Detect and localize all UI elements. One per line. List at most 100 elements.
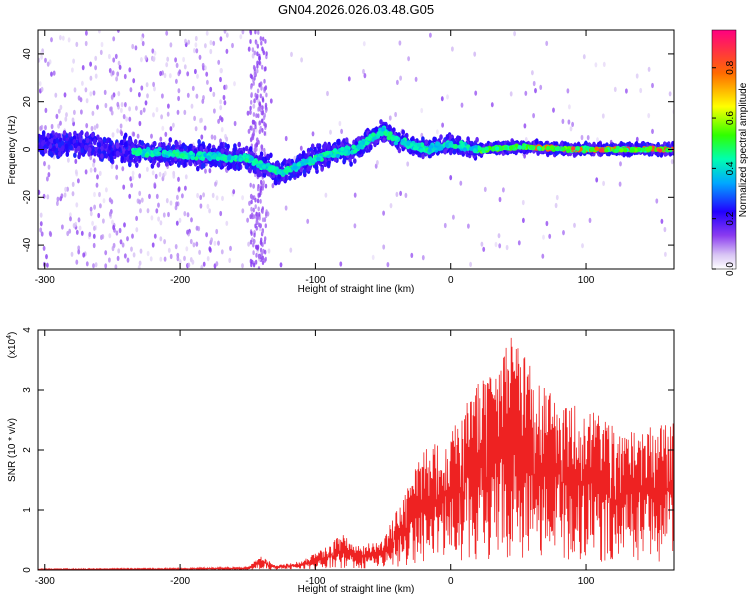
spectrogram-band-mark (254, 204, 257, 210)
spectrogram-band-mark (257, 222, 261, 228)
spectrogram-noise-mark (120, 107, 123, 113)
spectrogram-noise-mark (129, 176, 133, 182)
spectrogram-band-mark (252, 262, 256, 268)
spectrogram-core-mark (645, 147, 650, 152)
spectrogram-noise-mark (635, 73, 639, 79)
spectrogram-noise-mark (71, 117, 75, 123)
spectrogram-ridge-mark (514, 149, 518, 156)
spectrogram-noise-mark (84, 87, 88, 93)
spectrogram-noise-mark (217, 59, 221, 65)
spectrogram-ridge-mark (258, 155, 263, 161)
spectrogram-ridge-mark (68, 131, 72, 138)
spectrogram-noise-mark (473, 51, 477, 57)
spectrogram-noise-mark (183, 64, 187, 70)
spectrogram-ridge-mark (115, 142, 120, 148)
spectrogram-core-mark (665, 147, 670, 152)
spectrogram-ridge-mark (197, 139, 201, 145)
spectrogram-ridge-mark (196, 165, 200, 172)
spectrogram-ridge-mark (576, 141, 581, 148)
spectrogram-noise-mark (126, 257, 130, 263)
spectrogram-noise-mark (221, 195, 224, 201)
spectrogram-noise-mark (172, 173, 176, 179)
spectrogram-core-mark (382, 131, 388, 136)
spectrogram-noise-mark (166, 111, 170, 117)
spectrogram-band-mark (252, 242, 255, 248)
spectrogram-core-mark (200, 156, 205, 161)
spectrogram-noise-mark (602, 180, 605, 186)
spectrogram-band-mark (257, 30, 260, 35)
spectrogram-band-mark (261, 217, 265, 223)
spectrogram-noise-mark (619, 161, 622, 167)
spectrogram-noise-mark (247, 241, 251, 247)
spectrogram-noise-mark (39, 221, 43, 227)
spectrogram-noise-mark (152, 112, 155, 118)
spectrogram-ridge-mark (322, 144, 327, 150)
spectrogram-core-mark (135, 151, 141, 156)
spectrogram-noise-mark (161, 93, 164, 99)
spectrogram-noise-mark (460, 102, 464, 108)
spectrogram-noise-mark (85, 261, 89, 267)
spectrogram-noise-mark (128, 193, 132, 199)
spectrogram-ridge-mark (164, 161, 169, 167)
spectrogram-noise-mark (144, 55, 148, 61)
spectrogram-band-mark (256, 215, 259, 221)
spectrogram-noise-mark (189, 238, 193, 245)
spectrogram-noise-mark (64, 116, 68, 122)
spectrogram-ridge-mark (349, 161, 353, 167)
spectrogram-ridge-mark (177, 162, 181, 168)
spectrogram-noise-mark (326, 90, 329, 97)
spectrogram-core-mark (206, 155, 211, 160)
spectrogram-core-mark (585, 145, 590, 151)
spectrogram-ridge-mark (93, 138, 97, 144)
spectrogram-core-mark (460, 142, 465, 148)
spectrogram-noise-mark (117, 248, 121, 254)
spectrogram-noise-mark (75, 202, 79, 208)
spectrogram-noise-mark (61, 35, 65, 41)
spectrogram-ridge-mark (237, 141, 241, 148)
spectrogram-noise-mark (40, 86, 44, 92)
spectrogram-noise-mark (382, 244, 386, 250)
spectrogram-noise-mark (219, 99, 223, 105)
spectrogram-band-mark (256, 68, 259, 74)
spectrogram-noise-mark (569, 126, 573, 132)
spectrogram-core-mark (183, 154, 189, 160)
spectrogram-noise-mark (46, 61, 50, 67)
spectrogram-band-mark (258, 60, 261, 65)
spectrogram-core-mark (238, 157, 243, 162)
spectrogram-band-mark (251, 47, 255, 53)
spectrogram-noise-mark (59, 35, 62, 41)
spectrogram-noise-mark (157, 202, 160, 208)
spectrogram-ridge-mark (647, 151, 652, 157)
spectrogram-band-mark (250, 74, 254, 80)
spectrogram-noise-mark (68, 228, 72, 234)
spectrogram-core-mark (332, 153, 337, 158)
spectrogram-band-mark (261, 209, 264, 215)
spectrogram-ridge-mark (134, 156, 139, 162)
spectrogram-noise-mark (89, 211, 93, 217)
spectrogram-noise-mark (56, 196, 60, 202)
spectrogram-core-mark (462, 147, 467, 152)
spectrogram-noise-mark (219, 68, 223, 74)
spectrogram-band-mark (254, 124, 257, 130)
spectrogram-noise-mark (104, 263, 108, 269)
spectrogram-noise-mark (182, 56, 186, 63)
spectrogram-ridge-mark (64, 143, 69, 150)
spectrogram-noise-mark (406, 161, 410, 167)
spectrogram-noise-mark (99, 49, 103, 56)
spectrogram-band-mark (249, 258, 253, 264)
spectrogram-noise-mark (338, 120, 342, 127)
spectrogram-noise-mark (77, 245, 81, 251)
spectrogram-noise-mark (246, 110, 250, 116)
spectrogram-noise-mark (108, 257, 111, 263)
spectrogram-band-mark (259, 93, 262, 99)
spectrogram-noise-mark (112, 36, 116, 42)
spectrogram-band-mark (259, 199, 262, 204)
spectrogram-ridge-mark (421, 153, 425, 160)
spectrogram-noise-mark (353, 223, 357, 229)
spectrogram-band-mark (255, 211, 258, 217)
spectrogram-core-mark (428, 144, 434, 149)
spectrogram-noise-mark (571, 121, 574, 127)
spectrogram-noise-mark (196, 73, 199, 79)
spectrogram-noise-mark (154, 173, 158, 179)
spectrogram-noise-mark (190, 217, 193, 223)
